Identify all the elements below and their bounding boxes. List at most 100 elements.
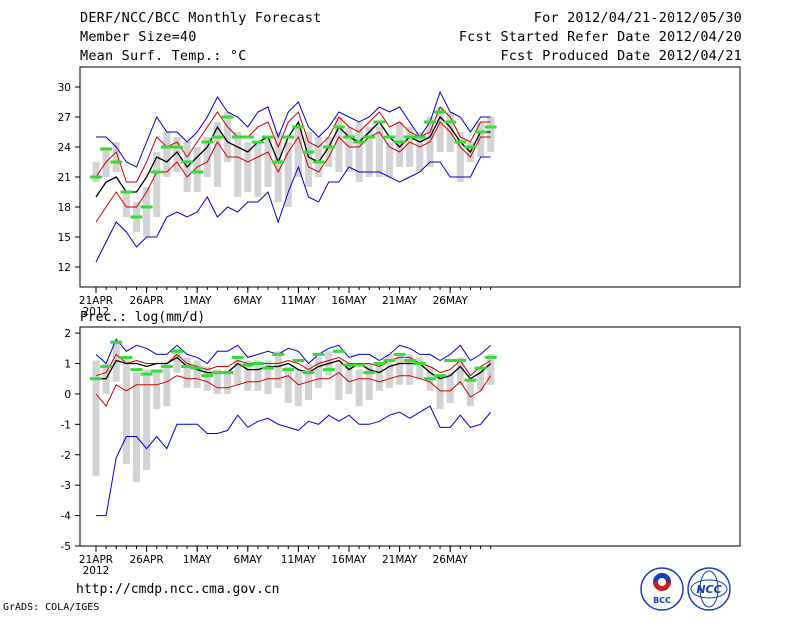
forecast-mark [282,135,295,139]
spread-box [335,117,343,172]
spread-box [193,360,201,388]
x-tick-label: 1MAY [183,554,212,566]
forecast-mark [201,374,214,378]
forecast-mark [424,120,436,124]
year-label: 2012 [83,565,110,577]
spread-box [163,363,171,407]
spread-box [234,357,242,385]
forecast-mark [434,374,447,378]
spread-box [355,122,363,182]
forecast-mark [312,352,325,356]
forecast-mark [241,135,254,139]
series-max-line [95,338,492,365]
forecast-mark [444,120,457,124]
x-tick-label: 11MAY [281,295,317,307]
spread-box [284,142,292,207]
year-label: 2012 [83,306,110,318]
x-tick-label: 26APR [130,554,164,566]
forecast-mark [100,365,113,368]
spread-box [396,354,404,385]
x-tick-label: 21APR [79,295,113,307]
forecast-mark [322,145,335,149]
forecast-mark [403,359,416,362]
forecast-mark [272,352,285,356]
forecast-mark [403,135,416,139]
forecast-mark [393,352,406,356]
spread-box [112,142,120,172]
forecast-mark [363,135,376,139]
ncc-logo-text: NCC [696,583,721,596]
forecast-mark [211,135,224,139]
produced-date-label: Fcst Produced Date 2012/04/21 [500,48,742,64]
spread-box [224,112,232,162]
y-tick-label: -4 [61,511,72,523]
x-tick-label: 26MAY [433,554,469,566]
forecast-mark [292,125,305,129]
spread-box [345,127,353,172]
y-tick-label: 18 [58,202,71,214]
spread-box [143,369,151,470]
x-tick-label: 11MAY [281,554,317,566]
forecast-mark [272,160,285,164]
temperature-panel: 12 15 18 21 24 27 30 21APR 26APR 1MAY 6MAY 11MAY 16M… [58,66,741,318]
y-tick-label: 15 [58,232,71,244]
spread-box [446,372,454,403]
spread-box [416,357,424,379]
spread-box [487,354,495,385]
forecast-mark [100,147,113,151]
forecast-mark [363,371,376,375]
spread-box [477,366,485,391]
spread-box [274,351,282,388]
forecast-mark [181,365,194,368]
spread-box [224,369,232,394]
forecast-mark [383,135,396,139]
spread-box [122,357,130,464]
series-mean-line [96,356,492,380]
spread-box [436,375,444,410]
forecast-mark [474,130,487,134]
x-tick-label: 21MAY [382,295,418,307]
spread-box [325,137,333,167]
series-mean-line [95,115,491,198]
spread-box [183,357,191,388]
forecast-mark [343,363,355,367]
forecast-mark [221,115,234,119]
y-tick-label: 21 [58,172,71,184]
forecast-mark [231,355,244,359]
forecast-mark [393,140,406,144]
spread-box [264,360,272,394]
spread-box [254,360,262,391]
source-url[interactable]: http://cmdp.ncc.cma.gov.cn [76,582,280,597]
chart-title: DERF/NCC/BCC Monthly Forecast [80,10,322,26]
bcc-logo-text: BCC [653,596,671,605]
spread-box [456,357,464,385]
spread-box [213,369,221,394]
forecast-mark [484,125,497,129]
spread-box [193,147,201,192]
spread-box [365,363,373,400]
spread-box [436,107,444,152]
spread-box [406,354,414,385]
spread-box [234,132,242,197]
forecast-mark [120,355,133,359]
series-upper-line [95,106,491,183]
forecast-mark [110,340,123,344]
spread-box [416,132,424,172]
forecast-mark [332,125,345,129]
forecast-mark [353,363,366,367]
y-tick-label: 0 [64,389,71,401]
forecast-mark [171,145,183,149]
x-tick-label: 21APR [79,554,113,566]
spread-box [244,360,252,391]
y-tick-label: -3 [61,480,71,492]
series-min-line [96,405,492,517]
spread-box [284,366,292,403]
forecast-mark [434,110,447,114]
precipitation-panel-label: Prec.: log(mm/d) [80,310,205,325]
spread-box [264,137,272,187]
forecast-mark [474,366,487,370]
spread-box [466,378,474,407]
spread-box [375,363,383,391]
x-tick-label: 21MAY [382,554,418,566]
